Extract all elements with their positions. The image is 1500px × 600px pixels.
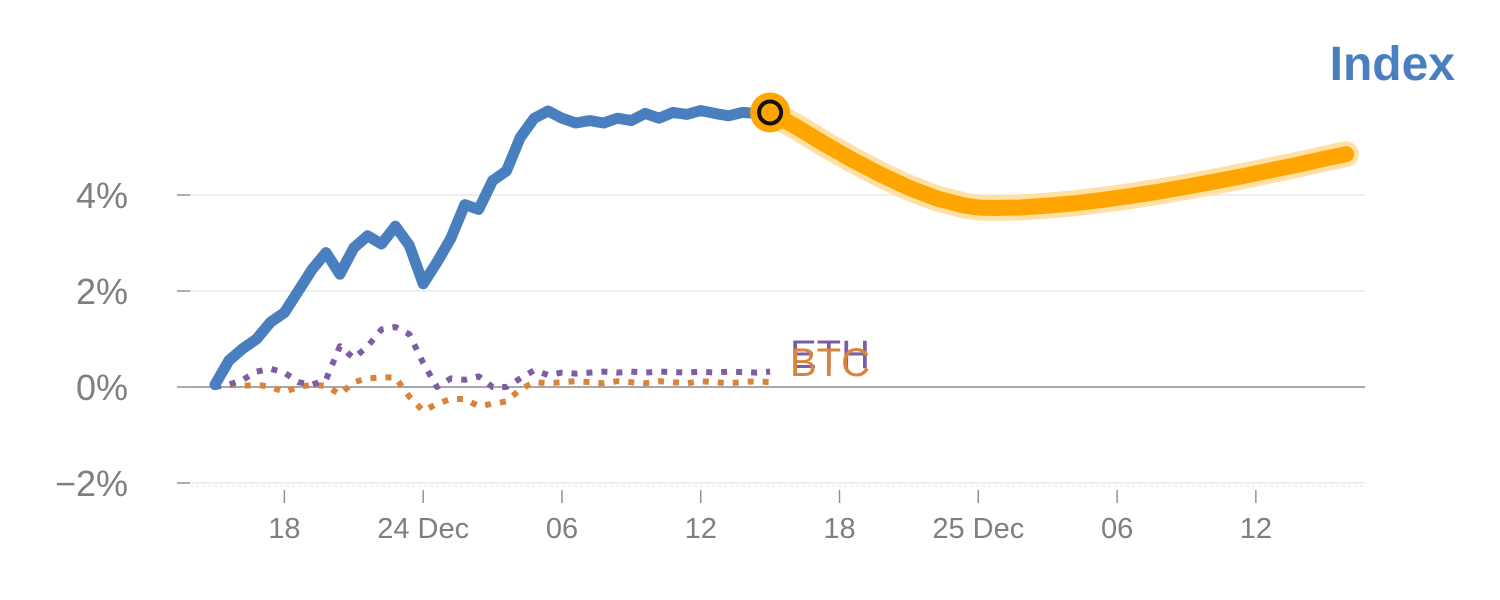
chart-title: Index [1330, 38, 1456, 91]
series-line-index [209, 105, 776, 391]
y-tick-label: −2% [55, 463, 128, 504]
marker [750, 92, 791, 133]
series-label-eth: ETH [790, 333, 870, 377]
x-tick-label: 06 [546, 513, 578, 545]
x-tick-label: 12 [685, 513, 717, 545]
x-tick-label: 12 [1240, 513, 1272, 545]
series-line-eth [214, 324, 771, 390]
y-tick-label: 4% [76, 175, 128, 216]
x-tick-label: 06 [1101, 513, 1133, 545]
axes: −2% 0% 2% 4% 18 24 Dec 06 12 18 25 Dec 06 12 [55, 175, 1272, 545]
marker-point [757, 99, 784, 126]
series [209, 99, 1360, 414]
y-tick-label: 2% [76, 271, 128, 312]
y-tick-label: 0% [76, 367, 128, 408]
series-line-btc [214, 374, 771, 414]
x-tick-label: 18 [823, 513, 855, 545]
series-label-btc: BTC [790, 341, 870, 385]
x-tick-label: 24 Dec [377, 513, 469, 545]
x-tick-label: 18 [268, 513, 300, 545]
series-line-forecast [762, 104, 1355, 216]
x-tick-label: 25 Dec [932, 513, 1024, 545]
